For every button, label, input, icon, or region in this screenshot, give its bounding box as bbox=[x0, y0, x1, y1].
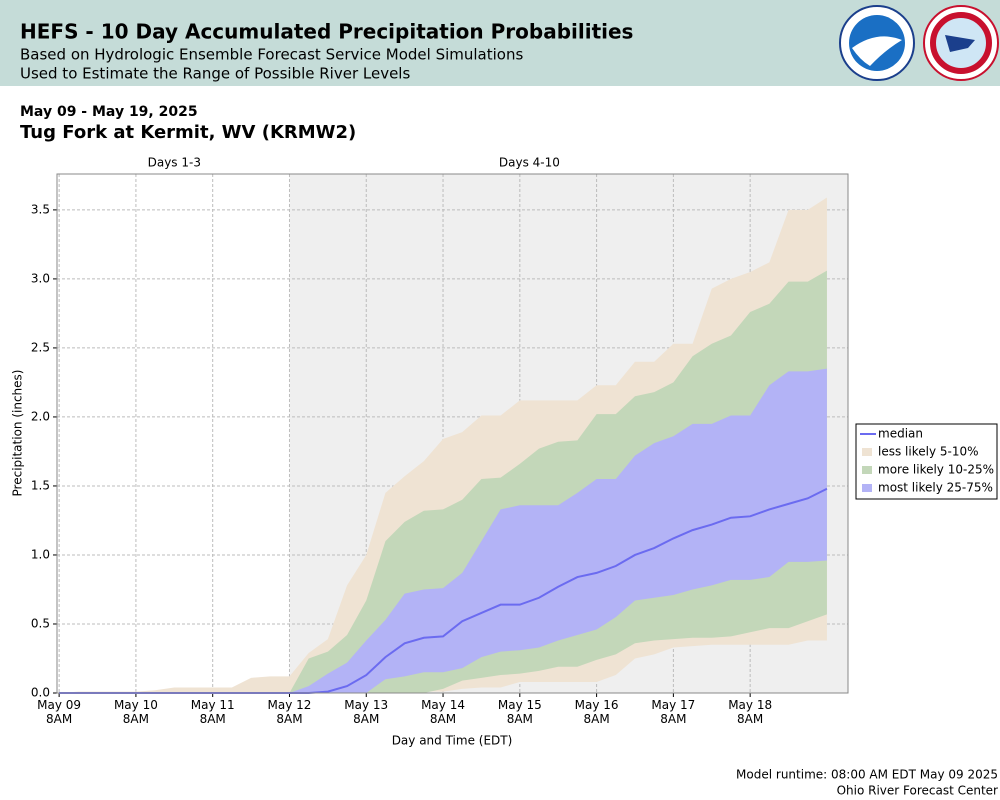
x-tick-label: May 17 8AM bbox=[651, 698, 695, 726]
y-tick-label: 3.5 bbox=[31, 202, 50, 216]
x-tick-label: May 14 8AM bbox=[421, 698, 465, 726]
y-tick-label: 1.5 bbox=[31, 478, 50, 492]
x-tick-label: May 15 8AM bbox=[498, 698, 542, 726]
x-tick-label: May 18 8AM bbox=[728, 698, 772, 726]
noaa-logo bbox=[839, 5, 915, 81]
x-tick-label: May 10 8AM bbox=[114, 698, 158, 726]
header-band bbox=[0, 0, 1000, 86]
y-tick-label: 0.0 bbox=[31, 686, 50, 700]
date-range: May 09 - May 19, 2025 bbox=[20, 104, 198, 120]
span-label: Days 1-3 bbox=[148, 156, 201, 170]
y-tick-label: 2.5 bbox=[31, 340, 50, 354]
location: Tug Fork at Kermit, WV (KRMW2) bbox=[20, 122, 356, 143]
y-tick-label: 0.5 bbox=[31, 616, 50, 630]
plot-frame bbox=[56, 173, 849, 694]
x-tick-label: May 13 8AM bbox=[344, 698, 388, 726]
footer: Model runtime: 08:00 AM EDT May 09 2025 bbox=[736, 768, 998, 782]
y-tick-label: 3.0 bbox=[31, 271, 50, 285]
chart-title: HEFS - 10 Day Accumulated Precipitation … bbox=[20, 20, 633, 44]
nws-logo bbox=[923, 5, 999, 81]
x-axis-label: Day and Time (EDT) bbox=[392, 734, 513, 748]
x-tick-label: May 09 8AM bbox=[37, 698, 81, 726]
y-tick-label: 2.0 bbox=[31, 409, 50, 423]
legend-label: median bbox=[878, 427, 923, 441]
legend-label: most likely 25-75% bbox=[878, 481, 993, 495]
subtitle: Used to Estimate the Range of Possible R… bbox=[20, 65, 410, 83]
x-tick-label: May 11 8AM bbox=[191, 698, 235, 726]
span-label: Days 4-10 bbox=[499, 156, 560, 170]
band-area bbox=[59, 368, 827, 693]
legend-swatch bbox=[862, 448, 872, 456]
subtitle: Based on Hydrologic Ensemble Forecast Se… bbox=[20, 46, 523, 64]
legend-label: less likely 5-10% bbox=[878, 445, 979, 459]
y-tick-label: 1.0 bbox=[31, 547, 50, 561]
x-tick-label: May 12 8AM bbox=[268, 698, 312, 726]
x-tick-label: May 16 8AM bbox=[575, 698, 619, 726]
y-axis-label: Precipitation (inches) bbox=[11, 370, 25, 497]
legend-swatch bbox=[862, 466, 872, 474]
legend-label: more likely 10-25% bbox=[878, 463, 994, 477]
legend-swatch bbox=[862, 484, 872, 492]
legend-box bbox=[855, 423, 998, 500]
footer: Ohio River Forecast Center bbox=[837, 784, 998, 798]
